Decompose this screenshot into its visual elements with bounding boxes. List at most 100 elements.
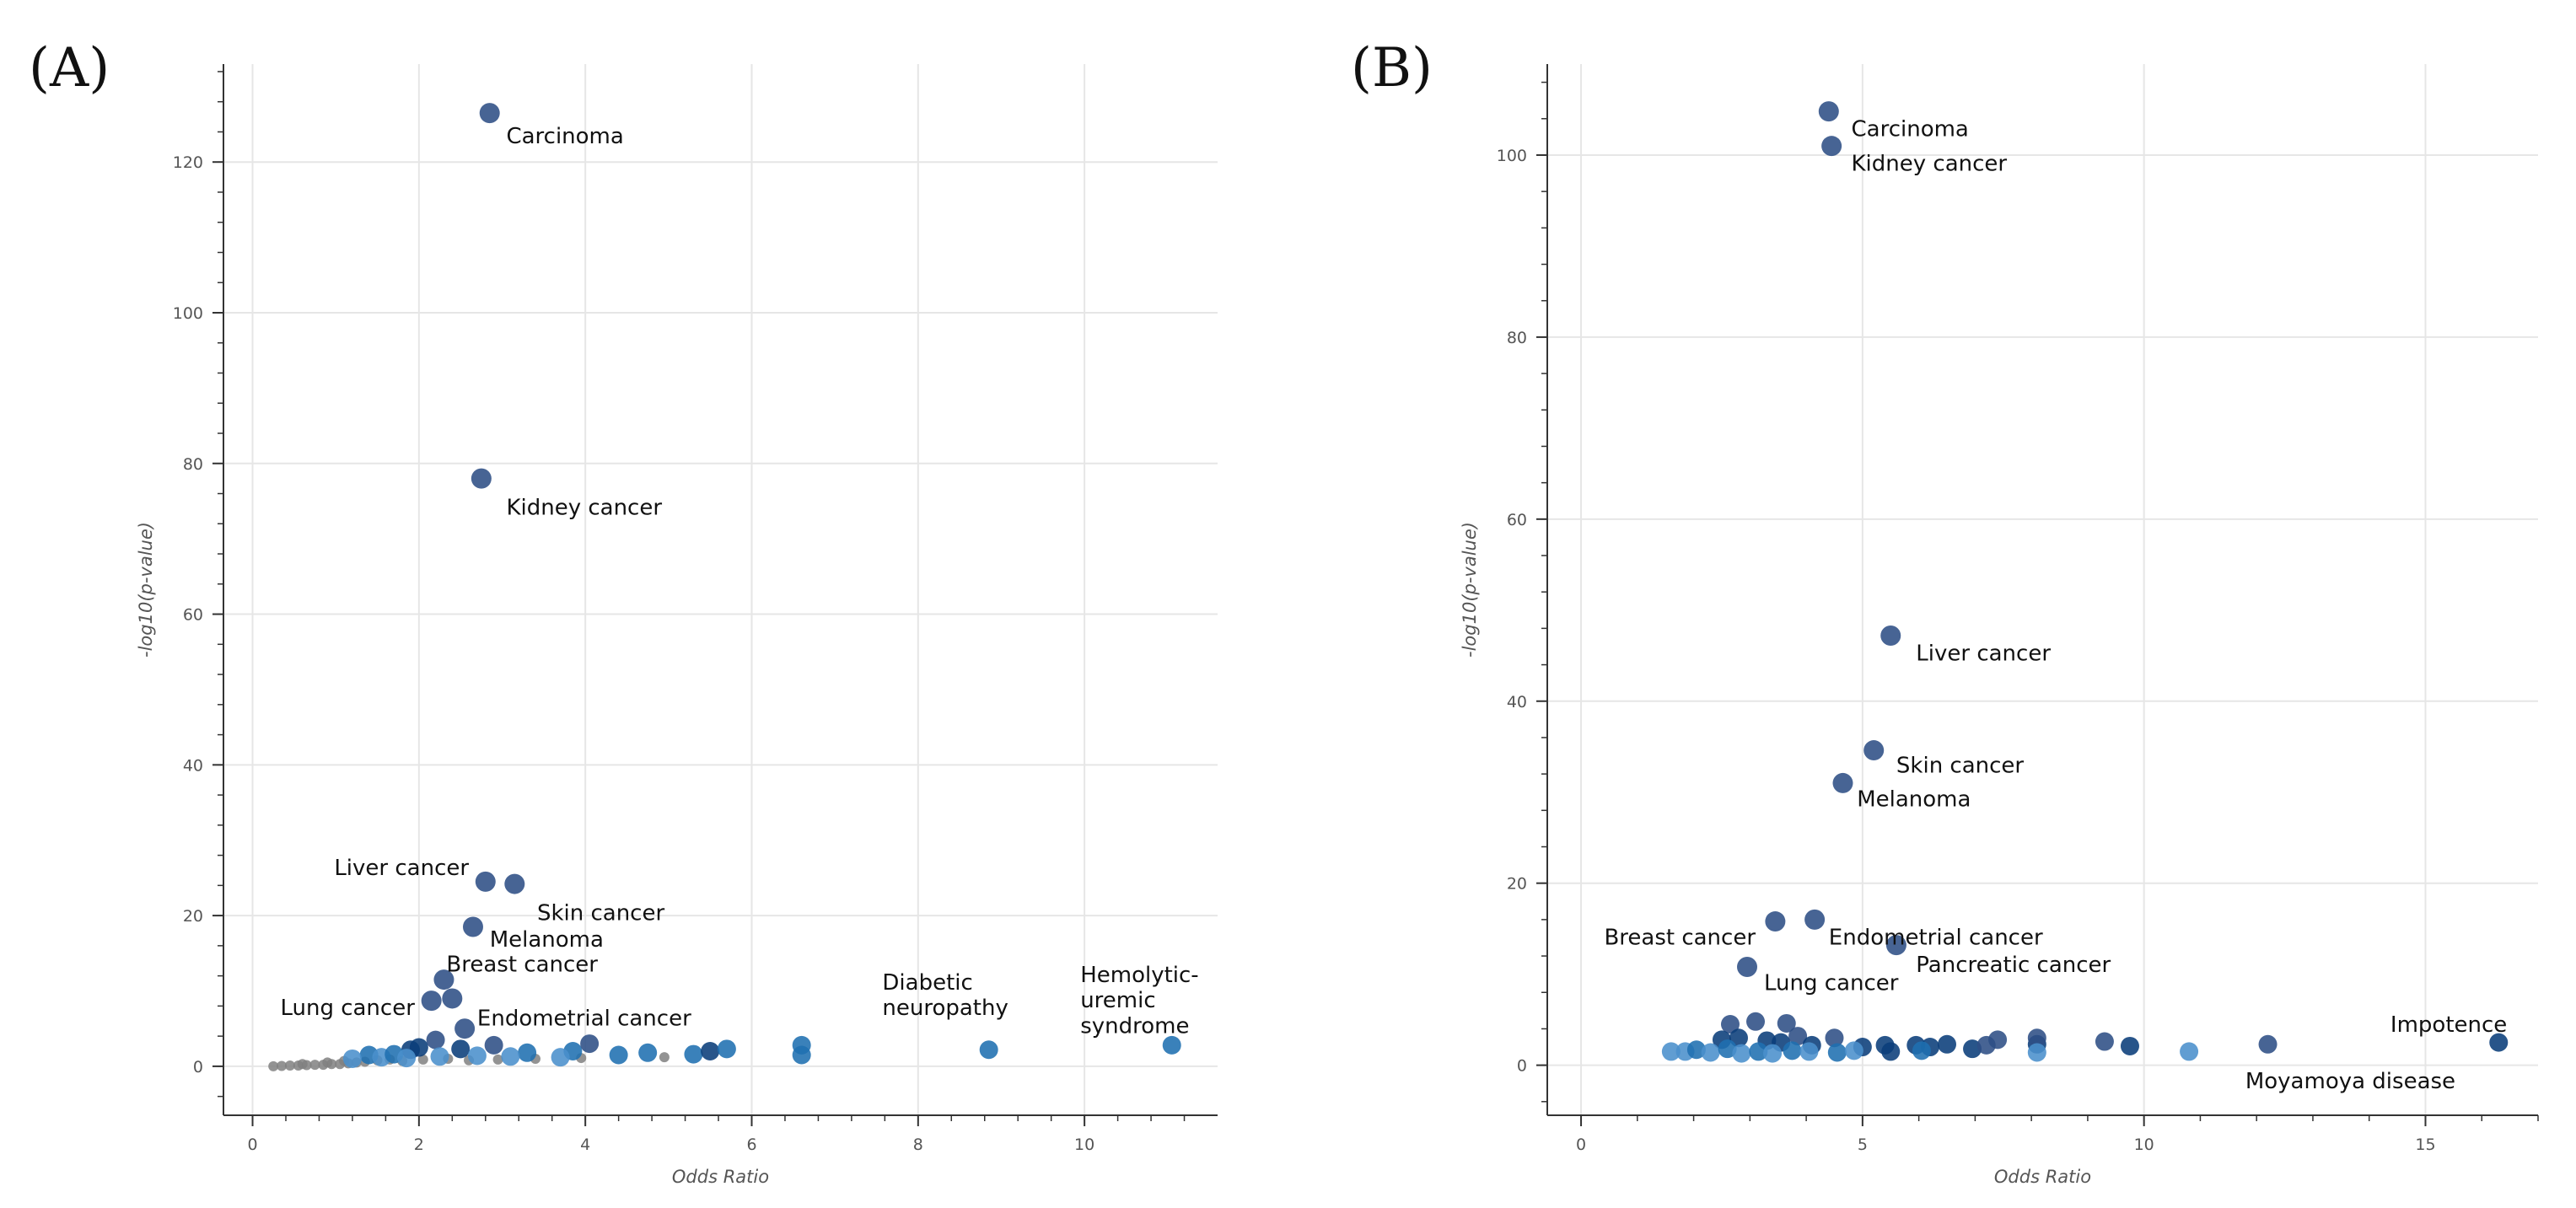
data-point[interactable]	[2258, 1034, 2278, 1054]
data-point[interactable]	[409, 1038, 428, 1057]
point-annotation: Breast cancer	[1604, 925, 1756, 950]
data-point[interactable]	[342, 1049, 362, 1068]
data-point[interactable]	[1799, 1042, 1819, 1061]
panel-label-a: (A)	[29, 37, 110, 99]
data-point[interactable]	[433, 969, 454, 991]
data-point[interactable]	[1885, 935, 1906, 956]
point-annotation: Carcinoma	[506, 124, 623, 149]
data-point[interactable]	[309, 1060, 320, 1071]
data-point[interactable]	[421, 991, 442, 1012]
data-point[interactable]	[1732, 1044, 1751, 1063]
data-point[interactable]	[1746, 1012, 1766, 1031]
data-point[interactable]	[701, 1042, 720, 1061]
data-point[interactable]	[684, 1044, 703, 1064]
data-point[interactable]	[979, 1040, 998, 1060]
x-tick-label: 4	[580, 1136, 590, 1154]
y-tick-label: 40	[183, 756, 203, 775]
data-point[interactable]	[501, 1047, 520, 1066]
data-point[interactable]	[430, 1047, 449, 1066]
data-point[interactable]	[475, 871, 496, 892]
data-point[interactable]	[2180, 1042, 2199, 1061]
data-point[interactable]	[1777, 1013, 1796, 1033]
data-point[interactable]	[1938, 1034, 1957, 1054]
data-point[interactable]	[1162, 1035, 1181, 1055]
data-point[interactable]	[322, 1057, 333, 1068]
point-annotation: Lung cancer	[1764, 970, 1899, 996]
data-point[interactable]	[1844, 1041, 1863, 1060]
data-point[interactable]	[1737, 957, 1758, 978]
data-point[interactable]	[277, 1060, 288, 1071]
data-point[interactable]	[1881, 1042, 1901, 1061]
data-point[interactable]	[484, 1035, 503, 1055]
point-annotation: neuropathy	[882, 996, 1008, 1021]
data-point[interactable]	[609, 1045, 628, 1065]
point-annotation: syndrome	[1080, 1014, 1189, 1039]
data-point[interactable]	[1880, 625, 1901, 647]
data-point[interactable]	[1765, 911, 1786, 932]
data-point[interactable]	[454, 1018, 476, 1039]
data-point[interactable]	[1912, 1041, 1931, 1060]
data-point[interactable]	[1821, 136, 1842, 157]
point-annotation: Kidney cancer	[1852, 152, 2008, 177]
data-point[interactable]	[1818, 101, 1839, 122]
point-annotation: Melanoma	[1857, 787, 1971, 812]
data-point[interactable]	[426, 1030, 445, 1050]
data-point[interactable]	[1763, 1044, 1783, 1063]
data-point[interactable]	[1718, 1039, 1737, 1059]
data-point[interactable]	[580, 1034, 600, 1054]
data-point[interactable]	[467, 1046, 487, 1066]
x-tick-label: 2	[414, 1136, 424, 1154]
data-point[interactable]	[1701, 1043, 1720, 1062]
point-annotation: Moyamoya disease	[2245, 1069, 2455, 1094]
data-point[interactable]	[2027, 1028, 2046, 1048]
y-tick-label: 0	[193, 1058, 203, 1076]
data-point[interactable]	[2027, 1043, 2046, 1062]
data-point[interactable]	[659, 1052, 670, 1063]
data-point[interactable]	[1963, 1039, 1982, 1059]
data-point[interactable]	[504, 873, 525, 894]
data-point[interactable]	[638, 1043, 658, 1062]
data-point[interactable]	[1686, 1040, 1706, 1060]
data-point[interactable]	[471, 468, 492, 489]
data-point[interactable]	[492, 1054, 503, 1065]
data-point[interactable]	[1788, 1027, 1808, 1046]
data-point[interactable]	[417, 1054, 428, 1065]
data-point[interactable]	[2489, 1033, 2509, 1052]
data-point[interactable]	[1988, 1030, 2008, 1050]
x-tick-label: 8	[913, 1136, 923, 1154]
data-point[interactable]	[479, 103, 500, 124]
data-point[interactable]	[1720, 1015, 1740, 1034]
x-tick-label: 10	[2134, 1136, 2154, 1154]
data-point[interactable]	[1661, 1042, 1681, 1061]
x-axis-title: Odds Ratio	[672, 1167, 769, 1187]
data-point[interactable]	[1783, 1041, 1802, 1060]
x-tick-label: 5	[1858, 1136, 1868, 1154]
y-tick-label: 100	[1497, 147, 1527, 165]
data-point[interactable]	[1825, 1028, 1844, 1048]
data-point[interactable]	[518, 1043, 537, 1062]
data-point[interactable]	[1804, 909, 1826, 930]
data-point[interactable]	[297, 1059, 308, 1070]
data-point[interactable]	[1832, 772, 1853, 793]
point-annotation: Endometrial cancer	[1829, 925, 2043, 950]
data-point[interactable]	[1863, 740, 1885, 761]
x-axis-title: Odds Ratio	[1994, 1167, 2091, 1187]
x-tick-label: 10	[1074, 1136, 1094, 1154]
data-point[interactable]	[268, 1060, 279, 1071]
data-point[interactable]	[717, 1039, 736, 1059]
data-point[interactable]	[792, 1045, 811, 1065]
data-point[interactable]	[2095, 1032, 2114, 1051]
data-point[interactable]	[2120, 1036, 2139, 1055]
data-point[interactable]	[442, 988, 463, 1009]
data-point[interactable]	[551, 1048, 570, 1067]
data-point[interactable]	[284, 1060, 295, 1071]
data-point[interactable]	[1749, 1042, 1768, 1061]
y-tick-label: 20	[1507, 875, 1527, 894]
data-point[interactable]	[451, 1039, 471, 1059]
point-annotation: Hemolytic-	[1080, 963, 1199, 988]
data-point[interactable]	[462, 916, 483, 937]
data-point[interactable]	[397, 1049, 417, 1068]
data-point[interactable]	[1827, 1043, 1847, 1062]
point-annotation: Liver cancer	[334, 856, 469, 881]
